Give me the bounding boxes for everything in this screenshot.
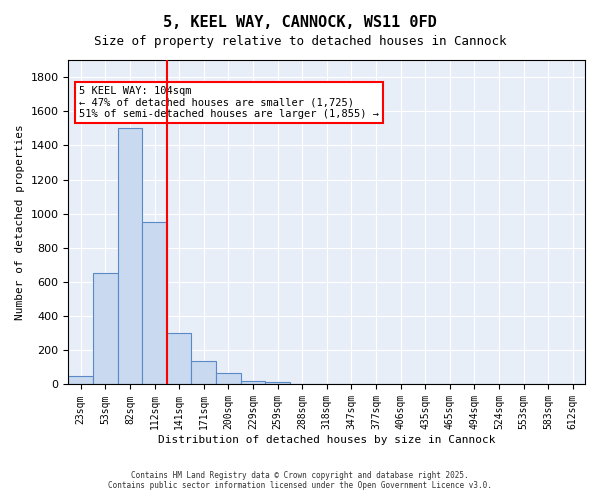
Text: Contains HM Land Registry data © Crown copyright and database right 2025.
Contai: Contains HM Land Registry data © Crown c… [108, 470, 492, 490]
Bar [265, 382, 290, 384]
Bar [142, 222, 167, 384]
X-axis label: Distribution of detached houses by size in Cannock: Distribution of detached houses by size … [158, 435, 496, 445]
Bar [118, 128, 142, 384]
Text: 5 KEEL WAY: 104sqm
← 47% of detached houses are smaller (1,725)
51% of semi-deta: 5 KEEL WAY: 104sqm ← 47% of detached hou… [79, 86, 379, 119]
Y-axis label: Number of detached properties: Number of detached properties [15, 124, 25, 320]
Bar [167, 333, 191, 384]
Bar [93, 274, 118, 384]
Text: 5, KEEL WAY, CANNOCK, WS11 0FD: 5, KEEL WAY, CANNOCK, WS11 0FD [163, 15, 437, 30]
Text: Size of property relative to detached houses in Cannock: Size of property relative to detached ho… [94, 35, 506, 48]
Bar [68, 376, 93, 384]
Bar [216, 374, 241, 384]
Bar [241, 381, 265, 384]
Bar [191, 362, 216, 384]
